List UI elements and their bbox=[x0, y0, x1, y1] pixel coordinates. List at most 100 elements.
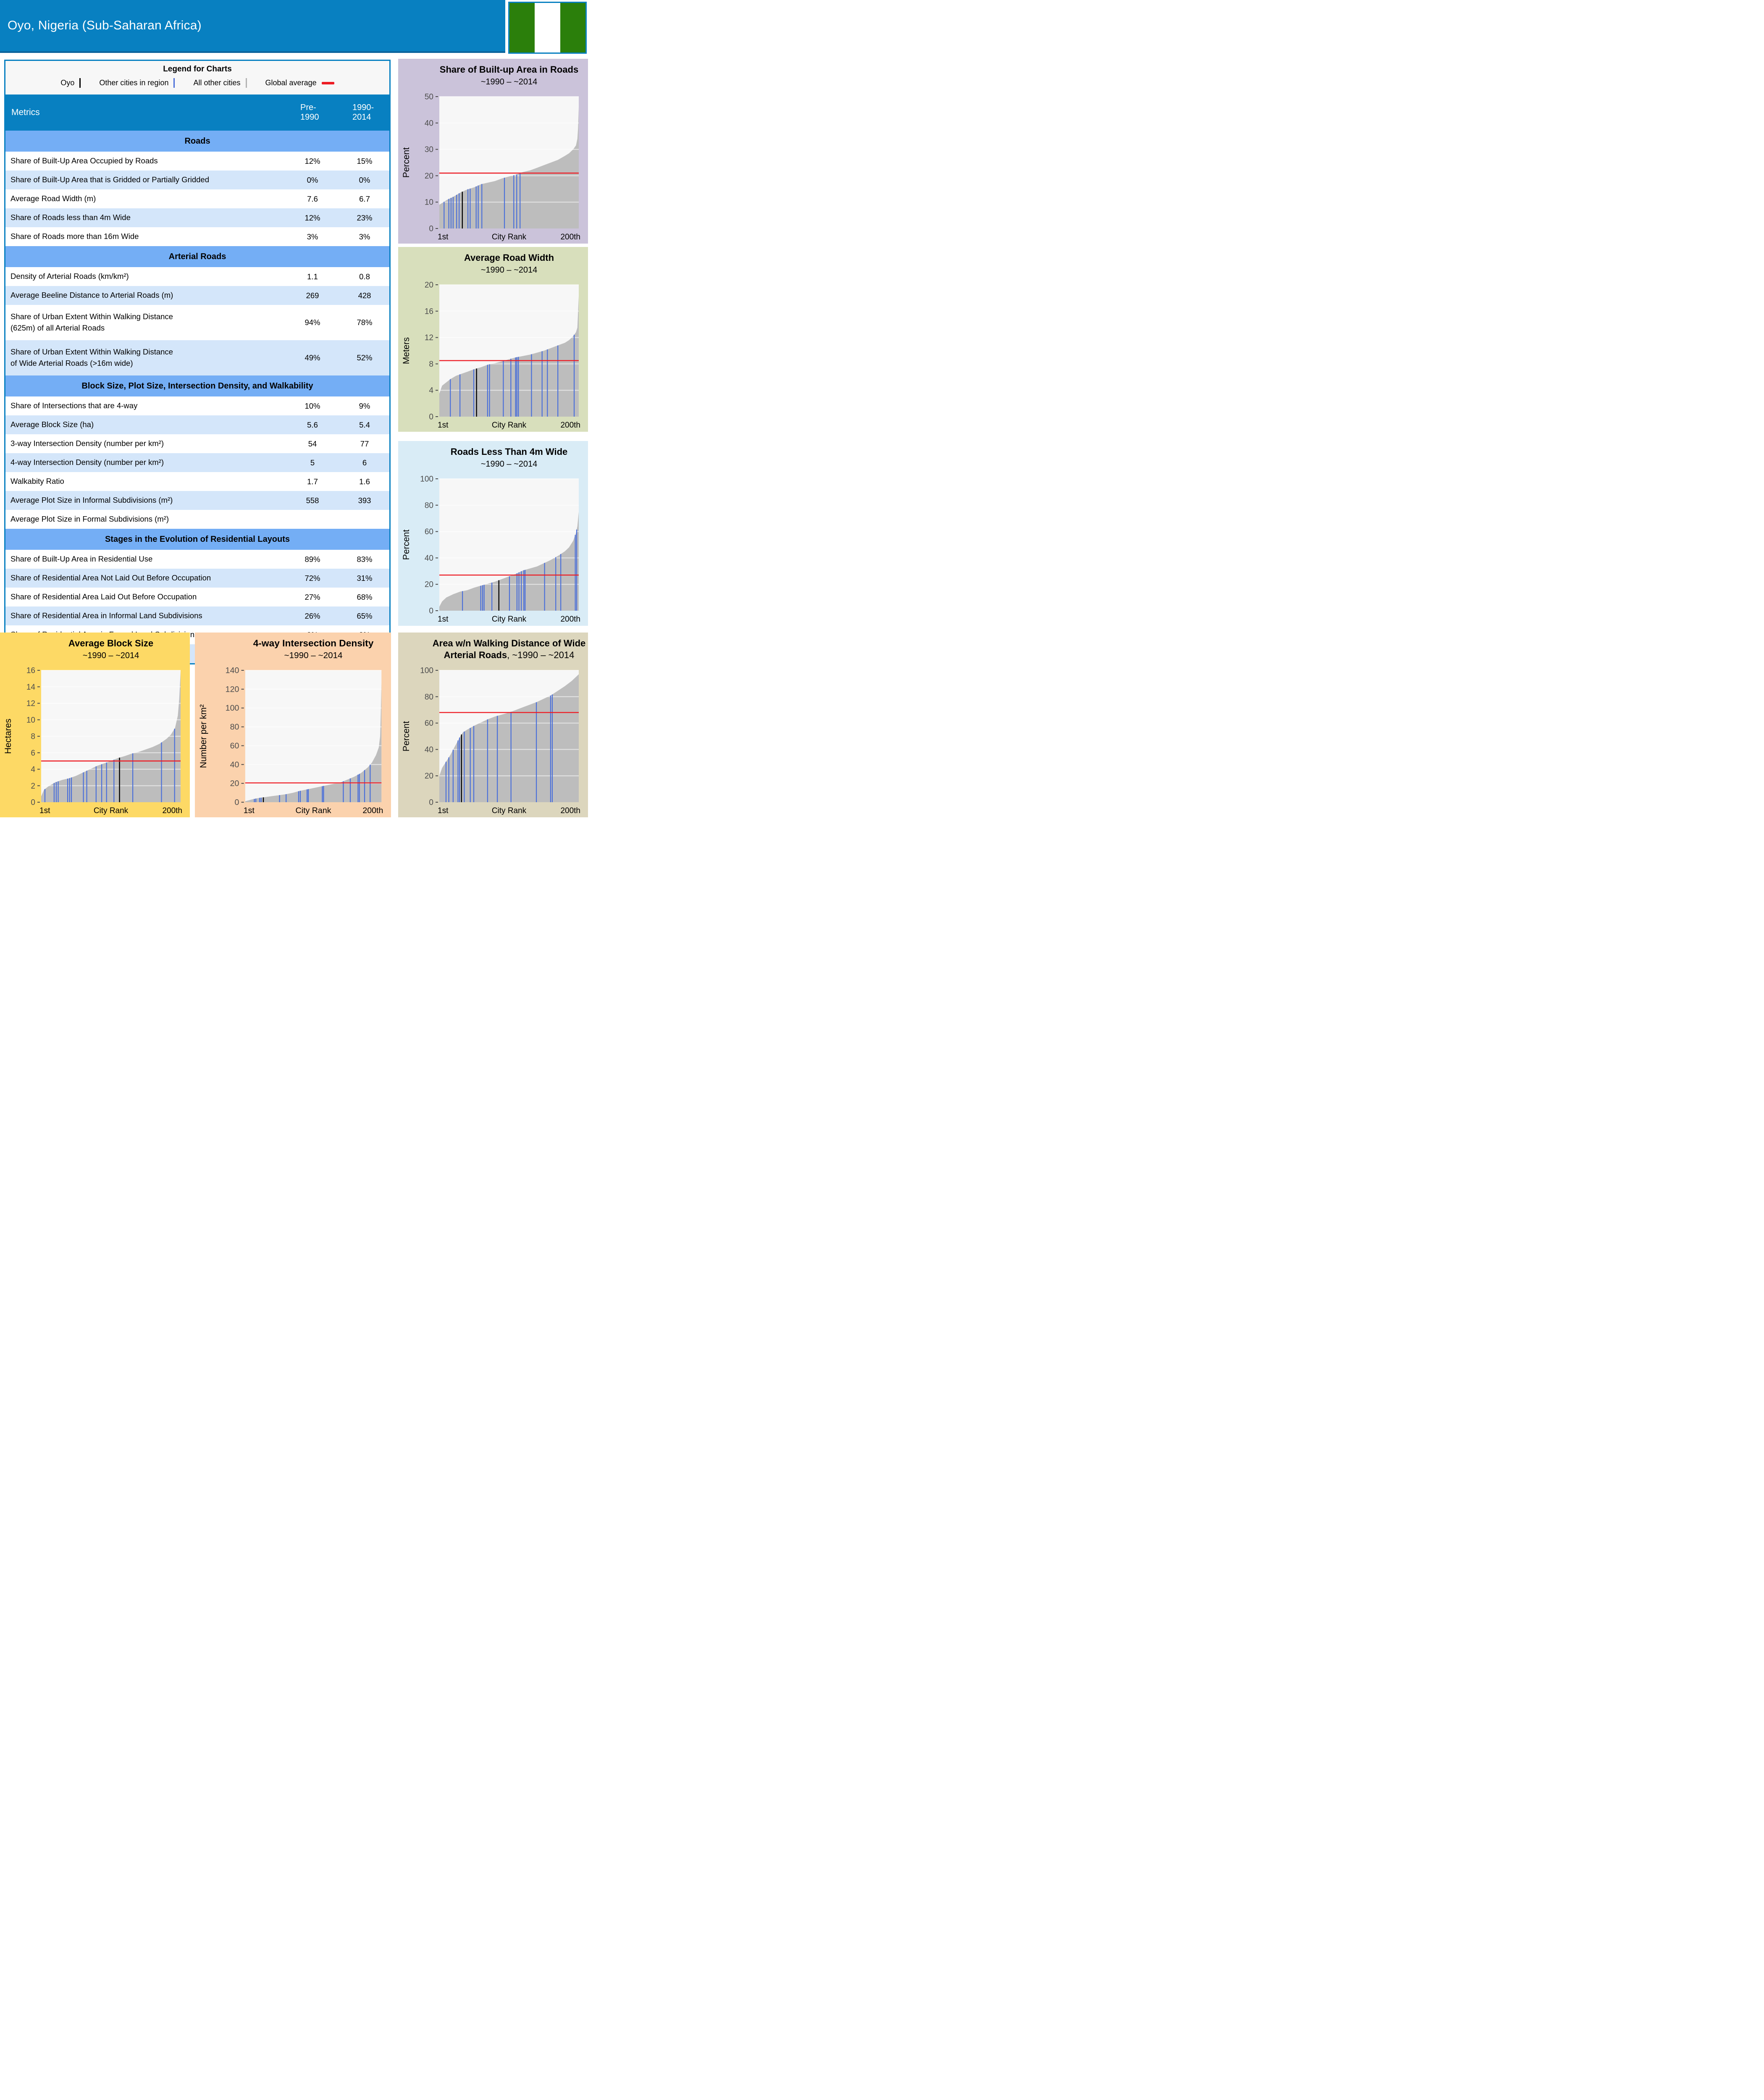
y-tick-label: 6 bbox=[31, 749, 35, 758]
table-row: Share of Built-Up Area Occupied by Roads… bbox=[5, 152, 389, 171]
table-row: Average Beeline Distance to Arterial Roa… bbox=[5, 286, 389, 305]
chart-title: 4-way Intersection Density bbox=[253, 638, 374, 648]
y-tick-label: 20 bbox=[425, 172, 433, 181]
x-label-first: 1st bbox=[244, 806, 255, 815]
table-row: Share of Residential Area in Informal La… bbox=[5, 606, 389, 625]
metric-value-pre-1990: 12% bbox=[304, 213, 320, 222]
region-cities-line-marker bbox=[173, 78, 175, 88]
table-row: Average Road Width (m) 7.6 6.7 bbox=[5, 189, 389, 208]
y-axis-label: Percent bbox=[402, 147, 411, 178]
table-row: Share of Roads more than 16m Wide 3% 3% bbox=[5, 227, 389, 246]
chart-average-block-size: Average Block Size ~1990 – ~2014 0 2 4 6 8 10 12… bbox=[0, 633, 190, 817]
y-tick-label: 4 bbox=[429, 386, 433, 395]
legend-title: Legend for Charts bbox=[163, 65, 232, 74]
metric-label: Share of Intersections that are 4-way bbox=[10, 401, 138, 410]
metric-value-1990-2014: 0% bbox=[359, 175, 370, 184]
metric-value-1990-2014: 6.7 bbox=[359, 194, 370, 203]
distribution-area bbox=[439, 512, 579, 611]
chart-legend: Legend for Charts Oyo Other cities in re… bbox=[5, 61, 389, 94]
chart-subtitle: ~1990 – ~2014 bbox=[284, 651, 343, 660]
metric-value-pre-1990: 26% bbox=[304, 611, 320, 620]
metric-value-1990-2014: 393 bbox=[358, 496, 371, 505]
metric-value-pre-1990: 3% bbox=[307, 232, 318, 241]
chart-title: Average Block Size bbox=[68, 638, 153, 648]
metric-value-pre-1990: 0% bbox=[307, 175, 318, 184]
metric-value-1990-2014: 3% bbox=[359, 232, 370, 241]
y-tick-label: 16 bbox=[425, 307, 433, 316]
x-axis-label: City Rank bbox=[492, 421, 527, 430]
metric-label: Average Plot Size in Informal Subdivisio… bbox=[10, 496, 173, 505]
chart-subtitle: ~1990 – ~2014 bbox=[481, 459, 538, 469]
y-axis-label: Meters bbox=[402, 337, 411, 364]
all-other-cities-line-marker bbox=[245, 78, 247, 88]
y-tick-label: 10 bbox=[425, 198, 433, 207]
x-label-first: 1st bbox=[438, 233, 449, 242]
y-tick-label: 20 bbox=[425, 580, 433, 589]
x-axis-label: City Rank bbox=[94, 806, 129, 815]
y-axis-label: Hectares bbox=[3, 719, 13, 754]
y-tick-label: 0 bbox=[429, 413, 433, 422]
metric-value-1990-2014: 5.4 bbox=[359, 420, 370, 429]
y-tick-label: 12 bbox=[26, 699, 35, 708]
table-row: Share of Residential Area Laid Out Befor… bbox=[5, 588, 389, 606]
y-tick-label: 0 bbox=[429, 798, 433, 807]
y-tick-label: 40 bbox=[425, 746, 433, 754]
chart-title: Share of Built-up Area in Roads bbox=[440, 64, 578, 75]
chart-average-road-width: Average Road Width ~1990 – ~2014 0 4 8 12 16 20… bbox=[398, 247, 588, 432]
section-header: Block Size, Plot Size, Intersection Dens… bbox=[5, 375, 389, 396]
metric-label: Average Beeline Distance to Arterial Roa… bbox=[10, 291, 173, 300]
table-row: Average Block Size (ha) 5.6 5.4 bbox=[5, 415, 389, 434]
table-row: Walkabity Ratio 1.7 1.6 bbox=[5, 472, 389, 491]
table-row: Average Plot Size in Formal Subdivisions… bbox=[5, 510, 389, 529]
distribution-area bbox=[439, 107, 579, 228]
y-tick-label: 50 bbox=[425, 93, 433, 102]
metric-value-1990-2014: 78% bbox=[357, 318, 373, 327]
y-axis-label: Percent bbox=[402, 530, 411, 560]
y-tick-label: 40 bbox=[425, 554, 433, 563]
table-row: Share of Residential Area Not Laid Out B… bbox=[5, 569, 389, 588]
metric-label: 3-way Intersection Density (number per k… bbox=[10, 439, 164, 448]
table-row: Share of Urban Extent Within Walking Dis… bbox=[5, 340, 389, 375]
x-label-last: 200th bbox=[560, 421, 580, 430]
metric-value-1990-2014: 6 bbox=[362, 458, 367, 467]
section-header: Stages in the Evolution of Residential L… bbox=[5, 529, 389, 550]
y-axis-label: Percent bbox=[402, 721, 411, 752]
nigeria-flag bbox=[508, 2, 587, 54]
chart-title: Area w/n Walking Distance of Wide bbox=[433, 638, 586, 648]
x-label-first: 1st bbox=[438, 421, 449, 430]
report-page: Oyo, Nigeria (Sub-Saharan Africa) Legend… bbox=[0, 0, 588, 819]
table-row: Share of Intersections that are 4-way 10%… bbox=[5, 396, 389, 415]
table-row: Average Plot Size in Informal Subdivisio… bbox=[5, 491, 389, 510]
table-header-1990-2014: 1990-2014 bbox=[352, 103, 374, 122]
y-tick-label: 0 bbox=[31, 798, 35, 807]
legend-label: All other cities bbox=[193, 79, 241, 87]
global-average-line-marker bbox=[321, 81, 334, 84]
metric-value-pre-1990: 10% bbox=[304, 401, 320, 410]
flag-stripe-green bbox=[509, 3, 535, 52]
legend-item-oyo: Oyo bbox=[60, 78, 81, 88]
y-tick-label: 10 bbox=[26, 716, 35, 724]
y-tick-label: 0 bbox=[429, 607, 433, 616]
y-tick-label: 40 bbox=[425, 119, 433, 128]
metric-label: Density of Arterial Roads (km/km²) bbox=[10, 272, 129, 281]
metric-value-pre-1990: 1.7 bbox=[307, 477, 318, 486]
y-tick-label: 20 bbox=[425, 772, 433, 781]
y-tick-label: 80 bbox=[425, 693, 433, 701]
y-tick-label: 2 bbox=[31, 782, 35, 790]
y-tick-label: 100 bbox=[226, 704, 239, 713]
y-tick-label: 14 bbox=[26, 683, 36, 692]
legend-label: Global average bbox=[265, 79, 317, 87]
metric-value-pre-1990: 54 bbox=[308, 439, 317, 448]
metric-value-pre-1990: 72% bbox=[304, 573, 320, 583]
y-tick-label: 12 bbox=[425, 333, 433, 342]
flag-stripe-white bbox=[535, 3, 560, 52]
legend-item-all-other-cities: All other cities bbox=[193, 78, 247, 88]
y-tick-label: 8 bbox=[31, 732, 35, 741]
y-tick-label: 0 bbox=[234, 798, 239, 807]
x-label-last: 200th bbox=[162, 806, 182, 815]
metric-value-1990-2014: 68% bbox=[357, 592, 373, 601]
metrics-table-body: Roads Share of Built-Up Area Occupied by … bbox=[5, 131, 389, 663]
metric-label: Average Block Size (ha) bbox=[10, 420, 94, 429]
chart-area-within-walking-distance-of-wide-arterial-roads: Area w/n Walking Distance of Wide Arteria… bbox=[398, 633, 588, 817]
x-label-first: 1st bbox=[438, 615, 449, 624]
